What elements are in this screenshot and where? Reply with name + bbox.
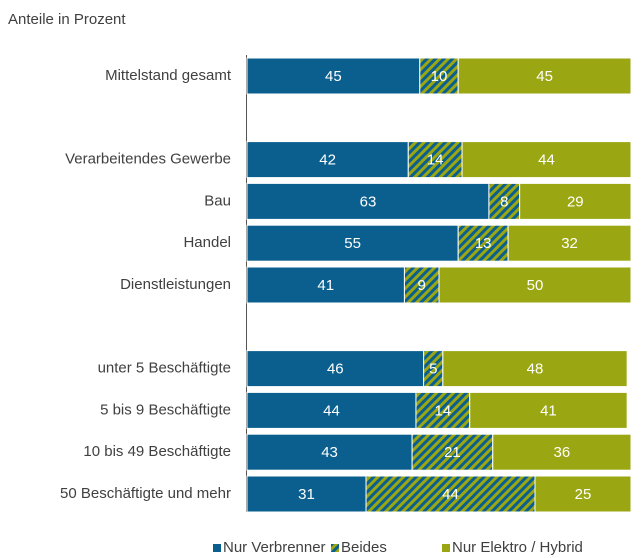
bar-segment — [415, 391, 471, 429]
y-tick-label: 10 bis 49 Beschäftigte — [83, 443, 231, 460]
value-label: 25 — [575, 486, 592, 503]
value-label: 29 — [567, 193, 584, 210]
y-tick-label: 50 Beschäftigte und mehr — [60, 485, 231, 502]
bar-segment — [457, 57, 632, 95]
bar-segment — [246, 475, 367, 513]
y-tick-label: Bau — [204, 192, 231, 209]
value-label: 10 — [431, 68, 448, 85]
bar-segment — [365, 475, 536, 513]
value-label: 14 — [427, 152, 444, 169]
value-label: 31 — [298, 486, 315, 503]
bar-segment — [411, 433, 494, 471]
value-label: 42 — [319, 152, 336, 169]
value-label: 55 — [344, 235, 361, 252]
bar-segment — [461, 141, 632, 179]
legend-label: Nur Verbrenner — [223, 539, 326, 556]
chart-subtitle: Anteile in Prozent — [8, 11, 126, 28]
value-label: 36 — [554, 444, 571, 461]
bar-segment — [469, 391, 628, 429]
value-label: 8 — [500, 193, 508, 210]
value-label: 44 — [442, 486, 459, 503]
y-tick-label: Verarbeitendes Gewerbe — [65, 151, 231, 168]
bar-segment — [519, 182, 632, 220]
y-tick-label: 5 bis 9 Beschäftigte — [100, 401, 231, 418]
legend-marker — [442, 544, 450, 552]
value-label: 46 — [327, 361, 344, 378]
bar-segment — [419, 57, 459, 95]
legend-label: Nur Elektro / Hybrid — [452, 539, 583, 556]
bar-segment — [438, 266, 632, 304]
y-tick-label: Dienstleistungen — [120, 276, 231, 293]
bar-segment — [507, 224, 632, 262]
bar-segment — [403, 266, 440, 304]
value-label: 14 — [434, 402, 451, 419]
value-label: 63 — [360, 193, 377, 210]
bar-segment — [534, 475, 632, 513]
value-label: 5 — [429, 361, 437, 378]
value-label: 41 — [317, 277, 334, 294]
bar-segment — [492, 433, 632, 471]
bar-segment — [246, 433, 413, 471]
value-label: 45 — [325, 68, 342, 85]
value-label: 13 — [475, 235, 492, 252]
value-label: 44 — [323, 402, 340, 419]
bar-segment — [246, 224, 459, 262]
value-label: 48 — [527, 361, 544, 378]
value-label: 43 — [321, 444, 338, 461]
value-label: 41 — [540, 402, 557, 419]
legend-marker — [331, 544, 339, 552]
bar-segment — [246, 350, 425, 388]
value-label: 45 — [536, 68, 553, 85]
value-label: 32 — [561, 235, 578, 252]
legend-marker — [213, 544, 221, 552]
value-label: 21 — [444, 444, 461, 461]
value-label: 50 — [527, 277, 544, 294]
bar-segment — [246, 266, 405, 304]
bar-segment — [442, 350, 628, 388]
bar-segment — [457, 224, 509, 262]
y-tick-label: Handel — [183, 234, 231, 251]
value-label: 9 — [418, 277, 426, 294]
legend-label: Beides — [341, 539, 387, 556]
value-label: 44 — [538, 152, 555, 169]
bar-segment — [246, 391, 417, 429]
y-tick-label: Mittelstand gesamt — [105, 67, 232, 84]
y-tick-label: unter 5 Beschäftigte — [98, 360, 231, 377]
